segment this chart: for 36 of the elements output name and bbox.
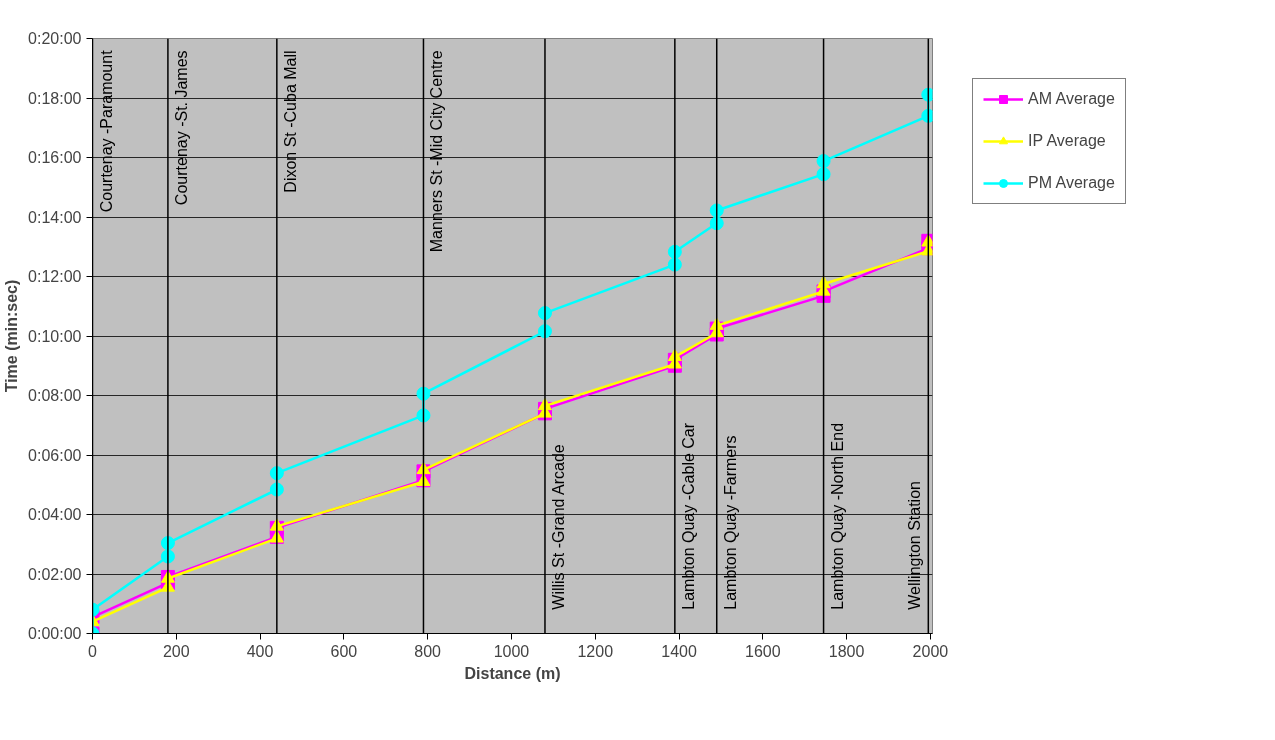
x-tick-label: 1200 — [577, 642, 614, 660]
ref-line-label: Willis St -Grand Arcade — [549, 444, 567, 610]
ref-line-label: Courtenay -Paramount — [97, 49, 115, 213]
x-axis-title: Distance (m) — [464, 664, 561, 682]
y-tick-label: 0:20:00 — [28, 30, 82, 47]
y-tick-label: 0:08:00 — [28, 387, 82, 404]
x-tick-label: 800 — [414, 642, 442, 660]
ref-line-label: Lambton Quay -Cable Car — [679, 422, 697, 610]
x-tick-label: 1400 — [661, 642, 697, 660]
x-tick-label: 400 — [246, 642, 274, 660]
y-tick-label: 0:06:00 — [28, 446, 82, 464]
y-tick-label: 0:04:00 — [28, 506, 82, 523]
ref-line-label: Manners St -Mid City Centre — [428, 50, 446, 253]
ref-line-label: Courtenay -St. James — [172, 50, 190, 206]
y-tick-label: 0:00:00 — [28, 625, 82, 642]
x-tick-label: 200 — [162, 642, 190, 660]
x-tick-label: 2000 — [912, 642, 949, 660]
y-tick-label: 0:18:00 — [28, 89, 82, 107]
y-tick-label: 0:02:00 — [28, 565, 82, 583]
ref-line-label: Lambton Quay -North End — [828, 422, 846, 610]
x-tick-label: 1600 — [745, 642, 781, 660]
ref-line-label: Lambton Quay -Farmers — [721, 435, 739, 610]
x-tick-label: 600 — [330, 642, 358, 660]
x-tick-label: 0 — [88, 642, 98, 660]
ref-line-label: Dixon St -Cuba Mall — [281, 50, 299, 193]
y-tick-label: 0:12:00 — [28, 268, 82, 285]
ref-line-label: Wellington Station — [906, 481, 924, 610]
x-tick-label: 1800 — [828, 642, 865, 660]
y-axis-title: Time (min:sec) — [3, 279, 21, 393]
legend-label: AM Average — [1028, 90, 1115, 108]
legend-label: PM Average — [1028, 174, 1115, 192]
y-tick-label: 0:10:00 — [28, 327, 82, 345]
x-tick-label: 1000 — [493, 642, 530, 660]
y-tick-label: 0:16:00 — [28, 149, 82, 166]
legend-label: IP Average — [1028, 132, 1106, 150]
y-tick-label: 0:14:00 — [28, 208, 82, 226]
